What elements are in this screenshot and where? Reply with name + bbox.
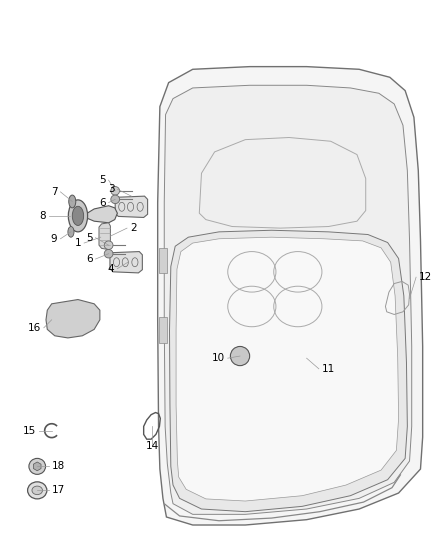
Text: 8: 8 (39, 211, 46, 221)
Polygon shape (170, 230, 407, 512)
Text: 14: 14 (146, 441, 159, 450)
Text: 5: 5 (99, 175, 106, 185)
Text: 3: 3 (108, 184, 114, 194)
Ellipse shape (32, 486, 42, 495)
Polygon shape (46, 300, 100, 338)
Text: 12: 12 (419, 272, 432, 282)
Text: 16: 16 (28, 323, 41, 333)
Polygon shape (99, 223, 110, 249)
Text: 9: 9 (51, 234, 57, 244)
Text: 7: 7 (51, 187, 57, 197)
Ellipse shape (69, 195, 76, 208)
Ellipse shape (72, 206, 84, 225)
Polygon shape (115, 196, 148, 217)
Text: 1: 1 (74, 238, 81, 248)
Polygon shape (164, 85, 412, 514)
Text: 15: 15 (23, 426, 36, 435)
Ellipse shape (111, 187, 120, 195)
Ellipse shape (68, 200, 88, 232)
Text: 6: 6 (99, 198, 106, 207)
Ellipse shape (104, 241, 113, 249)
Ellipse shape (111, 195, 120, 204)
Ellipse shape (230, 346, 250, 366)
Polygon shape (158, 67, 423, 525)
Ellipse shape (68, 227, 74, 237)
Polygon shape (85, 206, 117, 223)
Text: 2: 2 (130, 223, 137, 233)
Polygon shape (176, 237, 399, 501)
Text: 18: 18 (52, 462, 65, 471)
Text: 11: 11 (322, 364, 335, 374)
Text: 5: 5 (86, 233, 92, 243)
Ellipse shape (28, 482, 47, 499)
Bar (159, 317, 167, 343)
Text: 4: 4 (108, 264, 114, 273)
Ellipse shape (104, 249, 113, 258)
Text: 10: 10 (212, 353, 225, 363)
Polygon shape (110, 252, 142, 273)
Ellipse shape (29, 458, 46, 474)
Text: 6: 6 (86, 254, 92, 264)
Bar (159, 248, 167, 273)
Text: 17: 17 (52, 486, 65, 495)
